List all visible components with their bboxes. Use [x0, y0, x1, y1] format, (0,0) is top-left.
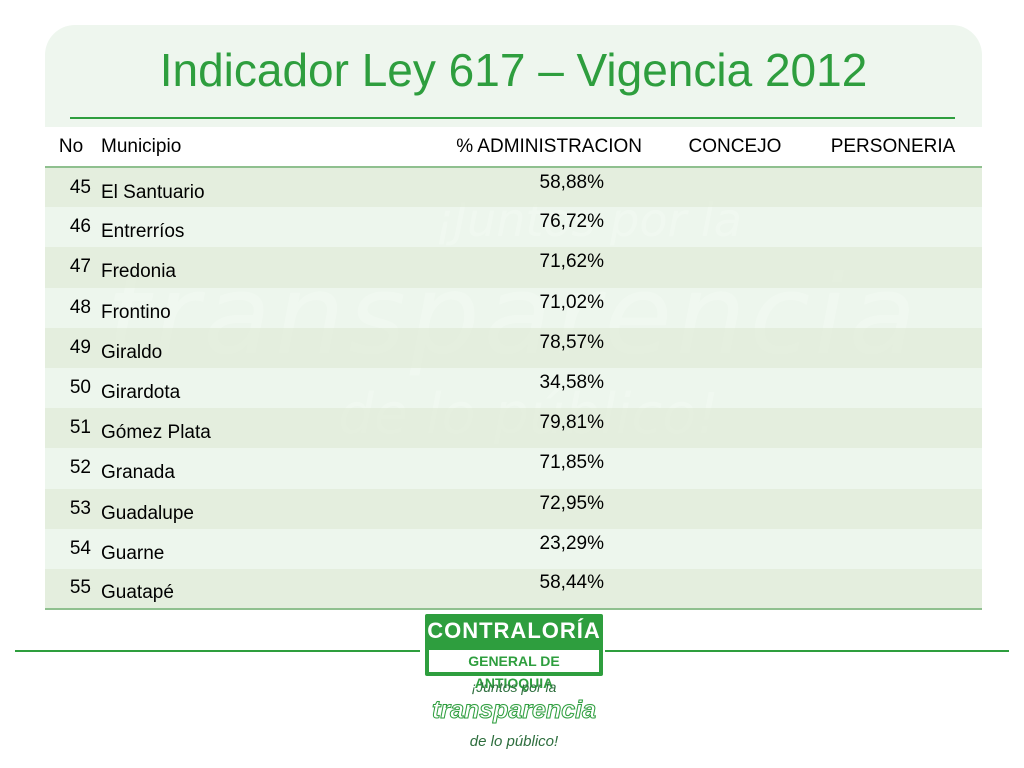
- cell-personeria: [804, 167, 982, 207]
- cell-municipio: Gómez Plata: [101, 422, 211, 444]
- table-body: 45 El Santuario 58,88% 46 Entrerríos 76,…: [45, 167, 982, 610]
- table-row: 45 El Santuario 58,88%: [45, 167, 982, 208]
- table-row: 55 Guatapé 58,44%: [45, 568, 982, 610]
- cell-concejo: [666, 489, 804, 529]
- cell-municipio: Fredonia: [101, 261, 176, 283]
- cell-administracion: 72,95%: [539, 492, 604, 514]
- cell-personeria: [804, 408, 982, 448]
- footer-divider-right: [605, 650, 1009, 652]
- cell-administracion: 78,57%: [539, 331, 604, 353]
- table-row: 48 Frontino 71,02%: [45, 287, 982, 328]
- cell-administracion: 23,29%: [539, 532, 604, 554]
- cell-personeria: [804, 489, 982, 529]
- cell-no: 54: [69, 537, 91, 559]
- cell-no: 51: [69, 417, 91, 439]
- cell-no: 48: [69, 296, 91, 318]
- cell-personeria: [804, 288, 982, 328]
- table-row: 49 Giraldo 78,57%: [45, 327, 982, 368]
- cell-administracion: 71,02%: [539, 291, 604, 313]
- cell-municipio: Frontino: [101, 301, 171, 323]
- cell-administracion: 58,44%: [539, 572, 604, 594]
- cell-administracion: 58,88%: [539, 171, 604, 193]
- cell-municipio: Girardota: [101, 382, 181, 404]
- cell-personeria: [804, 207, 982, 247]
- contraloria-logo: CONTRALORÍA GENERAL DE ANTIOQUIA: [425, 614, 603, 691]
- cell-personeria: [804, 529, 982, 569]
- cell-concejo: [666, 529, 804, 569]
- cell-concejo: [666, 207, 804, 247]
- header-administracion: % ADMINISTRACION: [456, 135, 642, 157]
- slide-card: [45, 25, 982, 610]
- cell-concejo: [666, 328, 804, 368]
- page-title: Indicador Ley 617 – Vigencia 2012: [159, 44, 868, 96]
- cell-municipio: Guadalupe: [101, 502, 194, 524]
- cell-concejo: [666, 247, 804, 287]
- slogan-line-2: transparencia: [432, 696, 597, 725]
- slogan-line-1: ¡Juntos por la: [471, 679, 557, 695]
- table-row: 46 Entrerríos 76,72%: [45, 207, 982, 248]
- indicator-table: No Municipio % ADMINISTRACION CONCEJO PE…: [45, 127, 982, 610]
- logo-subtitle: GENERAL DE ANTIOQUIA: [429, 650, 599, 691]
- cell-municipio: Entrerríos: [101, 221, 185, 243]
- cell-administracion: 76,72%: [539, 211, 604, 233]
- cell-personeria: [804, 448, 982, 488]
- table-row: 54 Guarne 23,29%: [45, 528, 982, 569]
- cell-personeria: [804, 247, 982, 287]
- slogan-line-3: de lo público!: [469, 733, 559, 750]
- cell-municipio: El Santuario: [101, 181, 205, 203]
- cell-municipio: Granada: [101, 462, 175, 484]
- cell-no: 45: [69, 176, 91, 198]
- cell-personeria: [804, 368, 982, 408]
- cell-no: 50: [69, 377, 91, 399]
- cell-concejo: [666, 408, 804, 448]
- cell-concejo: [666, 288, 804, 328]
- cell-no: 53: [69, 497, 91, 519]
- table-row: 47 Fredonia 71,62%: [45, 247, 982, 288]
- cell-personeria: [804, 328, 982, 368]
- cell-no: 47: [69, 256, 91, 278]
- footer-divider-left: [15, 650, 420, 652]
- table-header-row: No Municipio % ADMINISTRACION CONCEJO PE…: [45, 127, 982, 167]
- cell-administracion: 79,81%: [539, 412, 604, 434]
- cell-administracion: 34,58%: [539, 372, 604, 394]
- cell-municipio: Guarne: [101, 542, 165, 564]
- cell-municipio: Guatapé: [101, 582, 174, 604]
- cell-administracion: 71,62%: [539, 251, 604, 273]
- table-row: 53 Guadalupe 72,95%: [45, 488, 982, 529]
- cell-no: 52: [69, 457, 91, 479]
- logo-title: CONTRALORÍA: [427, 618, 601, 643]
- table-row: 51 Gómez Plata 79,81%: [45, 408, 982, 449]
- cell-personeria: [804, 569, 982, 609]
- header-no: No: [58, 135, 84, 157]
- cell-administracion: 71,85%: [539, 452, 604, 474]
- cell-concejo: [666, 569, 804, 609]
- cell-concejo: [666, 368, 804, 408]
- table-row: 52 Granada 71,85%: [45, 448, 982, 489]
- cell-municipio: Giraldo: [101, 341, 163, 363]
- header-concejo: CONCEJO: [688, 135, 782, 157]
- title-divider: [70, 117, 955, 119]
- cell-no: 55: [69, 577, 91, 599]
- cell-no: 46: [69, 216, 91, 238]
- table-row: 50 Girardota 34,58%: [45, 367, 982, 409]
- cell-no: 49: [69, 336, 91, 358]
- header-personeria: PERSONERIA: [830, 135, 956, 157]
- header-municipio: Municipio: [101, 135, 182, 157]
- cell-concejo: [666, 448, 804, 488]
- cell-concejo: [666, 167, 804, 207]
